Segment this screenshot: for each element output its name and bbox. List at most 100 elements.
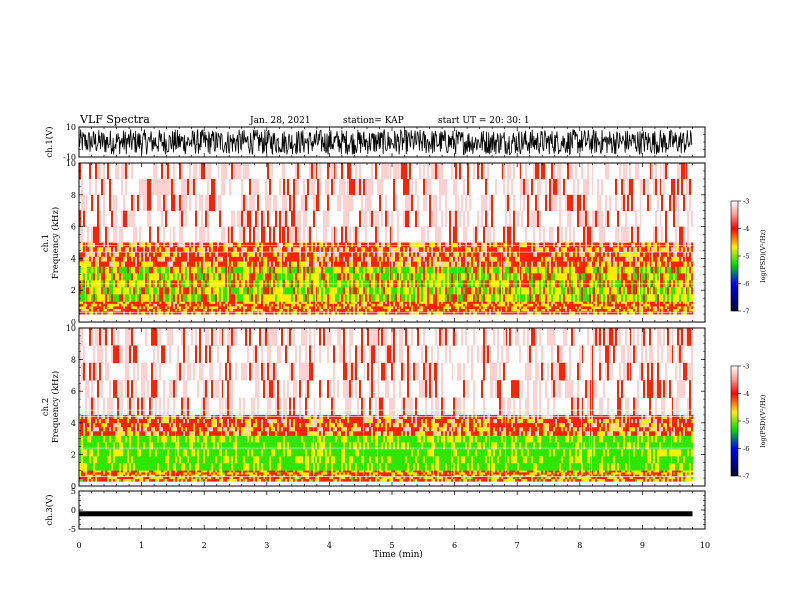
ch1-spectrogram-cell — [287, 247, 289, 253]
ch1-spectrogram-cell — [629, 247, 631, 253]
ch1-spectrogram-cell — [335, 247, 337, 253]
ch1-spectrogram-cell — [427, 306, 429, 310]
ch1-spectrogram-cell — [431, 308, 433, 312]
ch1-spectrogram-cell — [435, 308, 437, 312]
ch1-spectrogram-cell — [233, 294, 235, 302]
ch1-spectrogram-cell — [487, 294, 489, 302]
ch1-spectrogram-cell — [219, 256, 221, 262]
ch1-spectrogram-cell — [369, 303, 371, 307]
ch1-spectrogram-cell — [197, 256, 199, 262]
ch1-spectrogram-cell — [623, 261, 625, 267]
ch1-spectrogram-cell — [565, 273, 567, 281]
ch1-spectrogram-cell — [313, 247, 315, 253]
ch1-spectrogram-cell — [79, 287, 81, 295]
ch1-spectrogram-cell — [561, 311, 563, 315]
ch1-spectrogram-cell — [159, 261, 161, 267]
ch1-spectrogram-cell — [137, 266, 139, 274]
ch1-spectrogram-cell — [279, 261, 281, 267]
ch1-spectrogram-cell — [263, 273, 265, 281]
ch1-spectrogram-cell — [439, 194, 441, 212]
ch1-spectrogram-cell — [467, 178, 469, 196]
ch1-spectrogram-cell — [219, 311, 221, 315]
ch1-spectrogram-cell — [429, 311, 431, 315]
ch1-spectrogram-cell — [183, 178, 185, 196]
ch1-spectrogram-cell — [487, 261, 489, 267]
ch1-spectrogram-cell — [365, 301, 367, 305]
ch1-spectrogram-gap — [217, 163, 218, 312]
ch1-spectrogram-cell — [469, 252, 471, 258]
ch1-spectrogram-cell — [99, 256, 101, 262]
ch1-spectrogram-cell — [601, 308, 603, 312]
ch1-spectrogram-cell — [147, 306, 149, 310]
ch1-spectrogram-cell — [125, 261, 127, 267]
ch1-spectrogram-cell — [451, 311, 453, 315]
ch1-spectrogram-cell — [463, 256, 465, 262]
ch1-spectrogram-cell — [309, 308, 311, 312]
ch1-spectrogram-cell — [233, 163, 235, 180]
ch1-spectrogram-cell — [637, 301, 639, 305]
ch1-spectrogram-cell — [481, 301, 483, 305]
ch1-spectrogram-cell — [545, 247, 547, 253]
ch1-spectrogram-cell — [305, 194, 307, 212]
ch1-spectrogram-cell — [459, 273, 461, 281]
ch1-spectrogram-cell — [121, 301, 123, 305]
ch1-spectrogram-cell — [201, 303, 203, 307]
ch1-spectrogram-cell — [167, 247, 169, 253]
ch1-spectrogram-cell — [317, 287, 319, 295]
ch1-spectrogram-cell — [583, 273, 585, 281]
ch1-spectrogram-cell — [273, 247, 275, 253]
ch1-spectrogram-cell — [423, 194, 425, 212]
ch1-spectrogram-cell — [183, 194, 185, 212]
ch1-spectrogram-cell — [135, 311, 137, 315]
ch1-spectrogram-cell — [95, 303, 97, 307]
ch1-spectrogram-cell — [181, 178, 183, 196]
ch1-spectrogram-cell — [393, 273, 395, 281]
ch1-spectrogram-cell — [299, 226, 301, 243]
ch1-spectrogram-cell — [287, 306, 289, 310]
ch1-spectrogram-cell — [357, 308, 359, 312]
ch1-spectrogram-cell — [189, 247, 191, 253]
ch1-spectrogram-cell — [155, 294, 157, 302]
ch1-spectrogram-cell — [129, 287, 131, 295]
ch1-waveform-panel: 10-10 ch.1(V) — [44, 123, 706, 162]
ch1-spectrogram-cell — [499, 242, 501, 248]
ch1-spectrogram-cell — [209, 252, 211, 258]
ch1-spectrogram-cell — [113, 287, 115, 295]
ch1-spectrogram-cell — [651, 301, 653, 305]
ch1-spectrogram-cell — [173, 311, 175, 315]
ch1-spectrogram-cell — [505, 303, 507, 307]
ch1-spectrogram-cell — [581, 303, 583, 307]
ch1-spectrogram-cell — [183, 256, 185, 262]
ch1-spectrogram-cell — [179, 256, 181, 262]
ch1-spectrogram-cell — [331, 266, 333, 274]
ch1-spectrogram-cell — [465, 287, 467, 295]
ch1-spectrogram-cell — [621, 308, 623, 312]
ch1-spectrogram-cell — [359, 294, 361, 302]
ch1-spectrogram-cell — [567, 210, 569, 227]
ch1-spectrogram-cell — [341, 247, 343, 253]
ch1-spectrogram-cell — [95, 294, 97, 302]
ch1-spectrogram-cell — [481, 308, 483, 312]
ch1-spectrogram-cell — [439, 294, 441, 302]
ch1-spectrogram-cell — [335, 287, 337, 295]
ch1-spectrogram-cell — [295, 273, 297, 281]
ch1-spectrogram-cell — [609, 311, 611, 315]
ch1-spectrogram-cell — [651, 163, 653, 180]
ch1-spectrogram-cell — [195, 247, 197, 253]
ch1-spectrogram-cell — [233, 252, 235, 258]
ch1-spectrogram-cell — [173, 194, 175, 212]
ch1-spectrogram-cell — [117, 247, 119, 253]
ch1-spectrogram-cell — [265, 294, 267, 302]
ch1-spectrogram-cell — [187, 273, 189, 281]
ch1-spectrogram-cell — [141, 178, 143, 196]
ch1-spectrogram-cell — [95, 178, 97, 196]
ch1-spectrogram-cell — [523, 252, 525, 258]
ch1-spectrogram-cell — [415, 261, 417, 267]
ch1-spectrogram-cell — [97, 303, 99, 307]
ch1-spectrogram-cell — [157, 247, 159, 253]
ch1-spectrogram-cell — [547, 261, 549, 267]
ch1-spectrogram-cell — [163, 273, 165, 281]
ch1-spectrogram-cell — [165, 194, 167, 212]
ch1-spectrogram-cell — [585, 273, 587, 281]
ch1-spectrogram-cell — [449, 256, 451, 262]
